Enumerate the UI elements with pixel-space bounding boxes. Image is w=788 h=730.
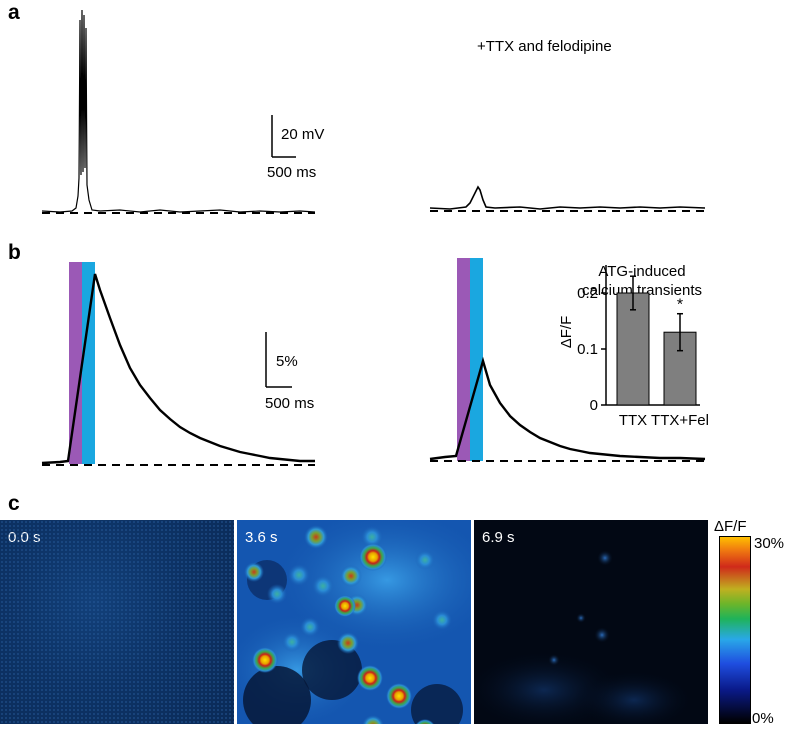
scale-bar-a — [271, 115, 296, 158]
microscopy-frame-2: 6.9 s — [474, 520, 708, 724]
inset-title-line: calcium transients — [582, 282, 702, 299]
cell-field-faint — [474, 550, 694, 724]
frame-time-label: 0.0 s — [8, 529, 41, 546]
panel-label-c: c — [8, 492, 20, 515]
scale-time-label-b: 500 ms — [265, 395, 315, 412]
scale-voltage-label: 20 mV — [281, 126, 325, 143]
cell-field — [237, 520, 471, 724]
voltage-trace-control — [41, 9, 316, 213]
inset-title-line: ATG-induced — [598, 263, 685, 280]
colorbar-min-label: 0% — [752, 710, 774, 727]
colorbar-title: ΔF/F — [714, 518, 747, 535]
inset-y-label: ΔF/F — [558, 316, 575, 349]
inset-y-tick-label: 0 — [590, 397, 598, 414]
inset-bar — [616, 292, 650, 406]
panel-label-a: a — [8, 1, 20, 24]
inset-category-label: TTX+Fel — [651, 412, 709, 429]
voltage-trace-ttx-felodipine — [429, 185, 706, 210]
inset-y-tick-label: 0.1 — [577, 341, 598, 358]
inset-significance-marker: * — [677, 297, 683, 314]
inset-category-label: TTX — [619, 412, 647, 429]
colorbar-max-label: 30% — [754, 535, 785, 552]
calcium-trace-ttx-felodipine — [429, 356, 706, 461]
inset-y-tick-label: 0.2 — [577, 285, 598, 302]
stim-bar-purple-left — [69, 262, 82, 464]
colorbar — [719, 536, 751, 724]
calcium-trace-control — [41, 273, 315, 465]
stim-bar-cyan-right — [470, 258, 483, 461]
panel-label-b: b — [8, 241, 21, 264]
condition-label: +TTX and felodipine — [477, 38, 612, 55]
frame-time-label: 3.6 s — [245, 529, 278, 546]
scale-time-label-a: 500 ms — [267, 164, 317, 181]
stim-bar-purple-right — [457, 258, 470, 461]
scale-bar-b — [265, 332, 292, 388]
microscopy-frame-0: 0.0 s — [0, 520, 234, 724]
stim-bar-cyan-left — [82, 262, 95, 464]
microscopy-frame-1: 3.6 s — [237, 520, 471, 724]
frame-time-label: 6.9 s — [482, 529, 515, 546]
scale-percent-label: 5% — [276, 353, 298, 370]
